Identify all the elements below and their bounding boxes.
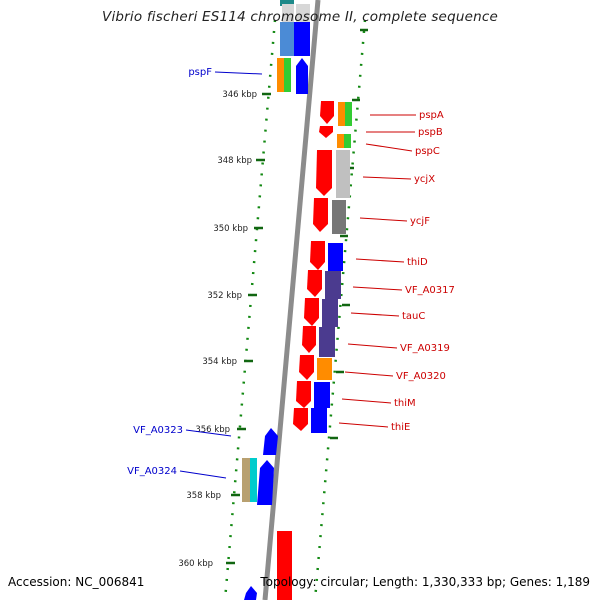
lower-left-features: [242, 428, 292, 600]
tick-label: 354 kbp: [202, 357, 237, 367]
gene-block: [280, 22, 294, 56]
gene-arrow: [320, 101, 334, 124]
tick-label: 352 kbp: [207, 291, 242, 301]
gene-block: [294, 22, 310, 56]
tick-label: 356 kbp: [195, 425, 230, 435]
tick-label: 358 kbp: [186, 491, 221, 501]
gene-arrow: [316, 150, 332, 196]
gene-block: [311, 408, 327, 433]
left-outer-guide: [223, 19, 277, 601]
gene-label: VF_A0319: [400, 343, 450, 354]
leader-line: [365, 143, 413, 152]
tick-label: 350 kbp: [213, 224, 248, 234]
gene-label: VF_A0324: [127, 466, 177, 477]
leader-line: [359, 217, 408, 222]
gene-arrow: [299, 355, 314, 380]
gene-arrow: [310, 241, 325, 270]
gene-label: pspC: [415, 146, 440, 157]
gene-block: [344, 134, 351, 148]
tick-label: 360 kbp: [178, 559, 213, 569]
gene-block: [277, 531, 292, 600]
gene-block: [277, 58, 284, 92]
tick-label: 346 kbp: [222, 90, 257, 100]
gene-label: ycjF: [410, 216, 430, 227]
gene-arrow: [304, 298, 319, 326]
gene-label: thiE: [391, 422, 410, 433]
gene-block: [284, 58, 291, 92]
gene-label: VF_A0323: [133, 425, 183, 436]
gene-label: tauC: [402, 311, 425, 322]
top-left-features: [277, 0, 310, 94]
leader-line: [352, 286, 403, 291]
gene-block: [336, 150, 350, 198]
topology-text: Topology: circular; Length: 1,330,333 bp…: [260, 575, 590, 589]
leader-line: [347, 343, 398, 349]
leader-line: [338, 422, 389, 428]
tick-labels: 346 kbp 348 kbp 350 kbp 352 kbp 354 kbp …: [178, 90, 257, 569]
gene-label: thiD: [407, 257, 428, 268]
gene-label: pspF: [188, 67, 212, 78]
right-tick-marks: [330, 28, 368, 440]
gene-arrow: [313, 198, 328, 232]
leader-line: [355, 258, 405, 263]
gene-label: pspB: [418, 127, 443, 138]
gene-arrow: [244, 586, 257, 600]
gene-arrow: [319, 126, 333, 138]
gene-block: [317, 358, 332, 380]
gene-label: ycjX: [414, 174, 435, 185]
leader-line: [185, 429, 232, 437]
right-gene-labels: pspA pspB pspC ycjX ycjF thiD VF_A0317 t…: [338, 110, 455, 433]
gene-arrow: [296, 381, 311, 408]
gene-block: [328, 243, 343, 271]
map-title: Vibrio fischeri ES114 chromosome II, com…: [102, 9, 498, 25]
backbone-line: [262, 0, 321, 601]
gene-arrow: [302, 326, 316, 353]
leader-line: [362, 176, 412, 180]
gene-arrow: [296, 58, 308, 94]
gene-block: [319, 327, 335, 357]
leader-line: [350, 312, 400, 317]
accession-text: Accession: NC_006841: [8, 575, 145, 589]
tick-marks: [226, 92, 271, 565]
gene-block: [282, 4, 294, 22]
gene-arrow: [293, 408, 308, 431]
gene-block: [242, 458, 250, 502]
leader-line: [344, 371, 394, 377]
right-features: [293, 101, 352, 433]
gene-arrow: [257, 460, 274, 505]
gene-label: pspA: [419, 110, 444, 121]
gene-label: thiM: [394, 398, 416, 409]
leader-line: [214, 71, 263, 75]
gene-block: [332, 200, 346, 234]
gene-block: [280, 0, 294, 6]
gene-label: VF_A0320: [396, 371, 446, 382]
gene-block: [314, 382, 330, 408]
gene-block: [322, 299, 338, 327]
leader-line: [341, 398, 392, 404]
gene-label: VF_A0317: [405, 285, 455, 296]
gene-block: [296, 4, 310, 22]
gene-block: [345, 102, 352, 126]
right-outer-guide: [313, 19, 367, 601]
gene-block: [325, 271, 341, 299]
gene-block: [337, 134, 344, 148]
gene-arrow: [263, 428, 278, 455]
tick-label: 348 kbp: [217, 156, 252, 166]
leader-line: [179, 470, 227, 479]
gene-block: [338, 102, 345, 126]
left-gene-labels: pspF VF_A0323 VF_A0324: [127, 67, 263, 479]
gene-arrow: [307, 270, 322, 297]
gene-block: [250, 458, 257, 502]
